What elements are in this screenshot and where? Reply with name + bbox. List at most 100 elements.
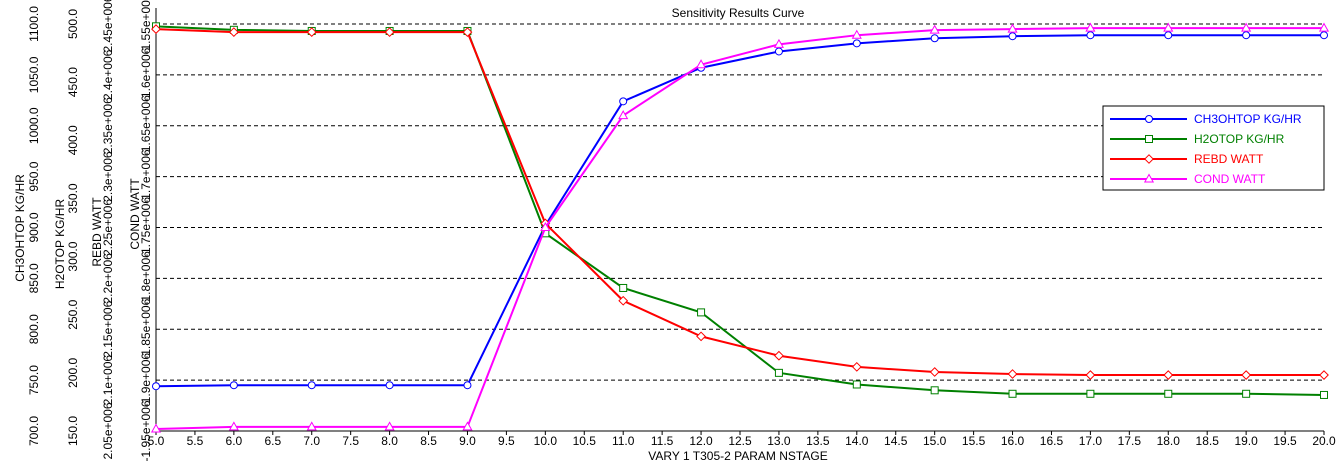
x-tick-label: 8.5	[420, 434, 437, 448]
data-point	[618, 110, 629, 120]
x-tick-label: 20.0	[1312, 434, 1336, 448]
data-point	[150, 423, 162, 433]
data-point	[1318, 22, 1330, 32]
data-point	[1086, 389, 1095, 398]
series-diamond	[151, 24, 1329, 380]
x-tick-label: 14.0	[845, 434, 869, 448]
x-tick-label: 8.0	[381, 434, 398, 448]
y-tick-label: 2.2e+006	[101, 253, 115, 304]
x-tick-label: 7.5	[342, 434, 359, 448]
data-point	[152, 382, 160, 391]
legend-item[interactable]: H2OTOP KG/HR	[1110, 132, 1285, 146]
data-point	[384, 27, 395, 38]
data-point	[229, 381, 238, 390]
x-axis-title: VARY 1 T305-2 PARAM NSTAGE	[648, 449, 827, 463]
y-tick-label: 2.25e+006	[101, 199, 115, 256]
y-tick-label: -1.7e+006	[139, 149, 153, 204]
y-tick-label: 400.0	[66, 125, 80, 155]
legend-item[interactable]: REBD WATT	[1110, 152, 1264, 166]
legend[interactable]: CH3OHTOP KG/HR H2OTOP KG/HR REBD WATT COND …	[1102, 105, 1325, 191]
x-tick-label: 11.5	[651, 434, 674, 448]
y-tick-label: -1.6e+006	[139, 47, 153, 102]
data-point	[774, 47, 783, 56]
series-group	[150, 22, 1330, 433]
data-point	[462, 27, 473, 38]
data-point	[929, 367, 940, 377]
chart-title: Sensitivity Results Curve	[672, 6, 805, 20]
data-point	[306, 27, 317, 38]
data-point	[540, 221, 551, 231]
series-line	[155, 25, 1325, 396]
x-tick-label: 19.5	[1273, 434, 1297, 448]
y-tick-label: 900.0	[27, 212, 41, 242]
x-tick-label: 13.5	[806, 434, 830, 448]
data-point	[1164, 389, 1173, 398]
legend-label: CH3OHTOP KG/HR	[1194, 112, 1302, 126]
y-tick-label: 350.0	[66, 183, 80, 213]
data-point	[1086, 31, 1095, 40]
y-axis-title: CH3OHTOP KG/HR	[13, 174, 27, 282]
data-point	[1163, 22, 1174, 32]
x-tick-label: 15.0	[923, 434, 947, 448]
legend-item[interactable]: CH3OHTOP KG/HR	[1110, 112, 1302, 126]
series-line	[155, 28, 1324, 377]
data-point	[619, 97, 628, 106]
y-tick-label: 150.0	[66, 416, 80, 446]
y-tick-label: 2.1e+006	[101, 355, 115, 406]
y-axis-title: COND WATT	[128, 178, 142, 250]
x-tick-label: 10.0	[534, 434, 558, 448]
y-tick-label: -1.55e+006	[139, 0, 153, 55]
y-tick-label: 2.45e+006	[101, 0, 115, 53]
y-tick-label: 700.0	[27, 416, 41, 446]
data-point	[1241, 22, 1252, 32]
y-axis-title: H2OTOP KG/HR	[53, 199, 67, 290]
x-axis: 5.0 5.5 6.0 6.5 7.0 7.5 8.0 8.5 9.0 9.5 10.0 10.5 11…	[148, 8, 1336, 448]
data-point	[1143, 173, 1155, 183]
x-tick-label: 9.5	[498, 434, 515, 448]
series-triangle	[150, 22, 1330, 433]
legend-label: COND WATT	[1194, 172, 1266, 186]
data-point	[1164, 31, 1173, 40]
data-point	[1320, 390, 1328, 399]
data-point	[307, 381, 316, 390]
legend-item[interactable]: COND WATT	[1110, 172, 1266, 186]
y-tick-label: 800.0	[27, 314, 41, 344]
data-point	[228, 421, 239, 431]
data-point	[852, 380, 861, 389]
data-point	[851, 29, 862, 39]
data-point	[306, 421, 317, 431]
y-tick-label: 1100.0	[27, 6, 41, 42]
y-tick-label: 850.0	[27, 263, 41, 293]
data-point	[1163, 370, 1174, 380]
y-tick-label: -1.75e+006	[139, 197, 153, 258]
y-axis-4: -1.95e+006-1.9e+006-1.85e+006-1.8e+006-1…	[128, 0, 153, 462]
x-tick-label: 15.5	[962, 434, 986, 448]
data-point	[619, 283, 628, 292]
y-tick-label: 500.0	[66, 9, 80, 39]
data-point	[618, 295, 629, 306]
y-axis-3: 2.05e+0062.1e+0062.15e+0062.2e+0062.25e+…	[90, 0, 115, 460]
y-tick-label: -1.65e+006	[139, 95, 153, 156]
y-tick-label: -1.9e+006	[139, 353, 153, 408]
data-point	[1008, 389, 1017, 398]
data-point	[1008, 32, 1017, 41]
x-tick-label: 10.5	[573, 434, 597, 448]
x-tick-label: 11.0	[612, 434, 635, 448]
x-tick-label: 13.0	[767, 434, 791, 448]
y-tick-label: 750.0	[27, 365, 41, 395]
y-tick-label: 2.4e+006	[101, 49, 115, 100]
data-point	[1145, 115, 1153, 123]
data-point	[228, 27, 239, 38]
x-tick-label: 17.0	[1079, 434, 1103, 448]
y-tick-label: 250.0	[66, 299, 80, 329]
data-point	[773, 38, 784, 48]
series-line	[155, 34, 1324, 388]
x-tick-label: 9.0	[459, 434, 476, 448]
data-point	[930, 34, 939, 43]
y-tick-label: 300.0	[66, 241, 80, 271]
data-point	[384, 421, 395, 431]
data-point	[1085, 22, 1096, 32]
legend-label: REBD WATT	[1194, 152, 1264, 166]
y-tick-label: 2.15e+006	[101, 300, 115, 357]
